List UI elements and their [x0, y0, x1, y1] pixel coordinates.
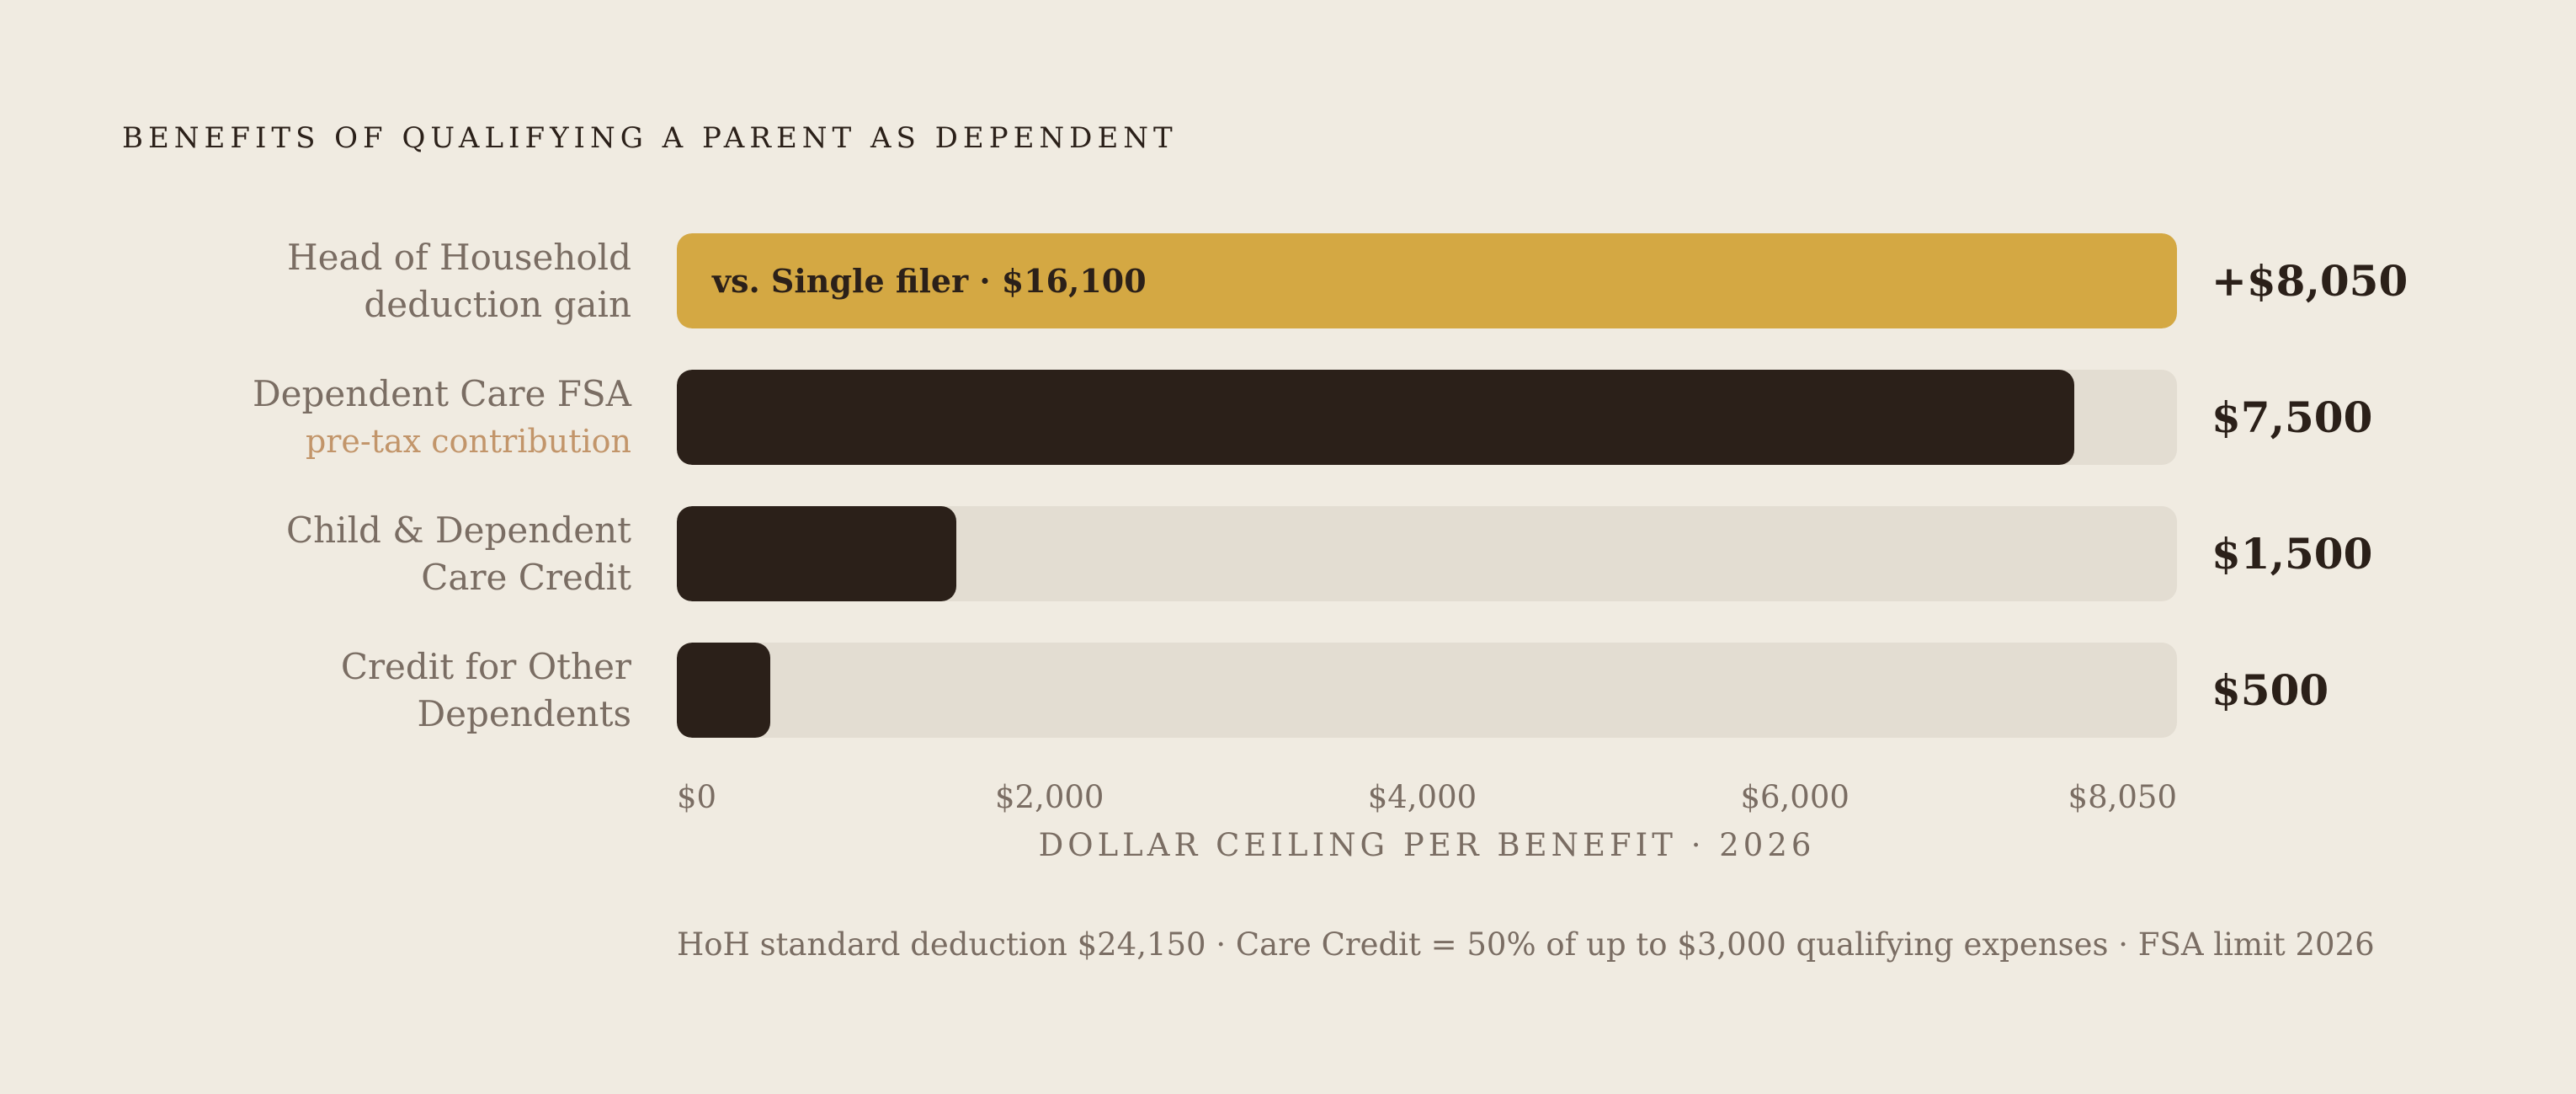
bar-label-line1: Head of Household	[287, 236, 631, 278]
bar-track	[677, 643, 2177, 738]
bar-value-label: $500	[2211, 665, 2329, 715]
bar	[677, 643, 770, 738]
bar-label-line1: Credit for Other	[340, 645, 631, 687]
bar-track	[677, 370, 2177, 465]
x-tick-label: $4,000	[1367, 779, 1477, 815]
bar-label-line2: Dependents	[417, 692, 631, 734]
bar-label: Credit for Other Dependents	[42, 643, 631, 738]
bar-track: vs. Single filer · $16,100	[677, 233, 2177, 328]
bar-label-line2: Care Credit	[421, 556, 631, 598]
bar-label: Child & Dependent Care Credit	[42, 507, 631, 601]
bar-label: Head of Household deduction gain	[42, 234, 631, 328]
bar-label: Dependent Care FSA pre-tax contribution	[42, 371, 631, 465]
x-tick-label: $8,050	[2068, 779, 2177, 815]
bar-track	[677, 506, 2177, 601]
highlight-bar	[677, 233, 2177, 328]
bar-sublabel: pre-tax contribution	[305, 422, 631, 460]
bar	[677, 370, 2075, 465]
bar-value-label: $1,500	[2211, 529, 2373, 579]
bar-label-line1: Dependent Care FSA	[252, 372, 631, 414]
x-tick-label: $6,000	[1740, 779, 1850, 815]
bar-label-line2: deduction gain	[364, 283, 631, 325]
bar-label-line1: Child & Dependent	[285, 509, 631, 551]
x-tick-label: $0	[677, 779, 717, 815]
x-tick-label: $2,000	[994, 779, 1104, 815]
bar-annotation: vs. Single filer · $16,100	[712, 262, 1147, 300]
bar-value-label: +$8,050	[2211, 256, 2408, 306]
footnote: HoH standard deduction $24,150 · Care Cr…	[677, 926, 2375, 963]
x-axis-title: DOLLAR CEILING PER BENEFIT · 2026	[1038, 827, 1816, 863]
bar-value-label: $7,500	[2211, 392, 2373, 442]
bar	[677, 506, 957, 601]
chart-title: BENEFITS OF QUALIFYING A PARENT AS DEPEN…	[122, 121, 1178, 155]
